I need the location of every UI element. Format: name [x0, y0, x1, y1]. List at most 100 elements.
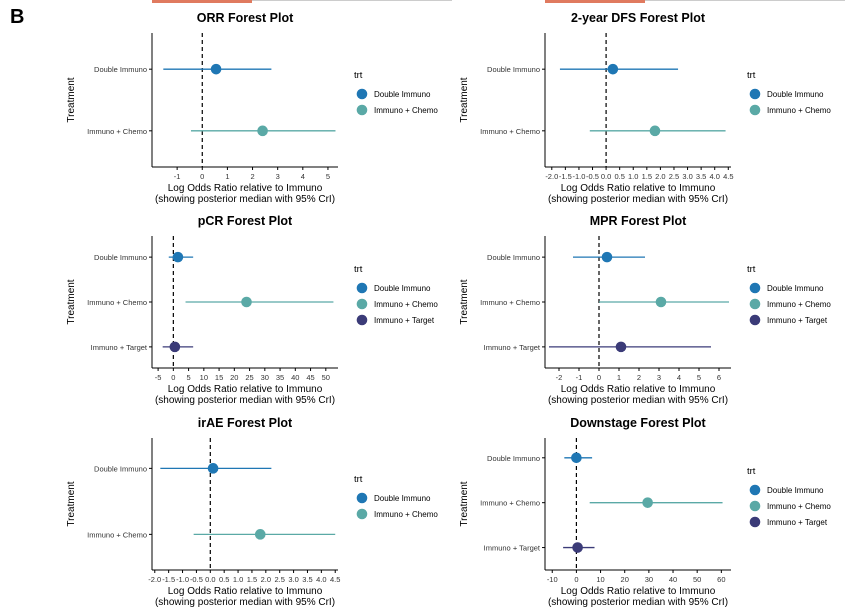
x-axis-title: Log Odds Ratio relative to Immuno: [168, 384, 323, 395]
x-tick-label: 20: [230, 373, 238, 382]
x-tick-label: 3: [657, 373, 661, 382]
x-tick-label: 35: [276, 373, 284, 382]
x-tick-label: 50: [693, 575, 701, 584]
legend-swatch: [749, 298, 761, 310]
x-tick-label: 1: [225, 172, 229, 181]
forest-plot-mpr: MPR Forest Plot -2 -1 0 1 2 3 4 5 6 Double Immuno I…: [459, 214, 831, 406]
legend-label: Double Immuno: [767, 284, 824, 293]
x-tick-label: 1: [617, 373, 621, 382]
x-tick-label: 3.0: [288, 575, 298, 584]
y-tick-label: Immuno + Target: [484, 544, 541, 553]
x-tick-label: 10: [596, 575, 604, 584]
x-tick-label: 3: [276, 172, 280, 181]
legend-swatch: [356, 104, 368, 116]
median-point: [572, 542, 583, 553]
legend-label: Immuno + Chemo: [374, 300, 438, 309]
x-tick-label: -1.0: [176, 575, 189, 584]
x-tick-label: -1.5: [162, 575, 175, 584]
x-tick-label: 30: [261, 373, 269, 382]
x-tick-label: 4.5: [723, 172, 733, 181]
x-tick-label: -2: [556, 373, 563, 382]
top-divider-left: [252, 0, 452, 1]
x-tick-label: 4.0: [709, 172, 719, 181]
x-tick-label: -1.5: [559, 172, 572, 181]
panel-label: B: [10, 6, 25, 28]
y-tick-label: Double Immuno: [487, 253, 540, 262]
y-axis-title: Treatment: [66, 279, 77, 324]
x-tick-label: 0.5: [219, 575, 229, 584]
forest-plot-irae: irAE Forest Plot -2.0 -1.5 -1.0 -0.5 0.0 0.5 1.…: [66, 416, 438, 608]
x-tick-label: -1: [576, 373, 583, 382]
y-axis-title: Treatment: [459, 279, 470, 324]
x-axis-title: Log Odds Ratio relative to Immuno: [561, 586, 716, 597]
median-point: [601, 251, 613, 263]
x-axis-title: Log Odds Ratio relative to Immuno: [168, 183, 323, 194]
median-point: [607, 63, 619, 75]
x-tick-label: 50: [322, 373, 330, 382]
legend-label: Double Immuno: [374, 90, 431, 99]
y-axis-title: Treatment: [459, 481, 470, 526]
x-tick-label: 5: [326, 172, 330, 181]
x-tick-label: 2.0: [261, 575, 271, 584]
x-tick-label: 4.0: [316, 575, 326, 584]
chart-title: 2-year DFS Forest Plot: [571, 11, 706, 25]
x-tick-label: 3.5: [696, 172, 706, 181]
x-tick-label: 0: [574, 575, 578, 584]
legend-label: Immuno + Chemo: [374, 510, 438, 519]
x-tick-label: 0.0: [205, 575, 215, 584]
y-tick-label: Immuno + Chemo: [480, 499, 540, 508]
x-axis-title: Log Odds Ratio relative to Immuno: [561, 384, 716, 395]
x-axis-subtitle: (showing posterior median with 95% CrI): [548, 395, 728, 406]
chart-title: pCR Forest Plot: [198, 214, 293, 228]
y-tick-label: Immuno + Chemo: [87, 127, 147, 136]
y-tick-label: Immuno + Chemo: [480, 127, 540, 136]
median-point: [649, 125, 661, 137]
x-tick-label: -10: [547, 575, 558, 584]
legend-swatch: [749, 282, 761, 294]
legend-swatch: [356, 314, 368, 326]
legend-swatch: [356, 492, 368, 504]
x-tick-label: 5: [697, 373, 701, 382]
legend-label: Immuno + Target: [767, 316, 828, 325]
x-tick-label: -0.5: [190, 575, 203, 584]
y-axis-title: Treatment: [66, 77, 77, 122]
legend-label: Double Immuno: [374, 494, 431, 503]
y-tick-label: Double Immuno: [94, 464, 147, 473]
x-tick-label: 10: [200, 373, 208, 382]
legend-title: trt: [747, 264, 756, 275]
x-tick-label: 5: [187, 373, 191, 382]
x-tick-label: 1.0: [628, 172, 638, 181]
top-accent-bar-right: [545, 0, 645, 3]
x-tick-label: 1.5: [247, 575, 257, 584]
median-point: [615, 341, 627, 353]
legend-label: Immuno + Chemo: [767, 106, 831, 115]
x-tick-label: -0.5: [586, 172, 599, 181]
x-tick-label: 20: [621, 575, 629, 584]
x-tick-label: -2.0: [545, 172, 558, 181]
legend-label: Immuno + Chemo: [767, 300, 831, 309]
legend-label: Immuno + Chemo: [374, 106, 438, 115]
x-axis-title: Log Odds Ratio relative to Immuno: [168, 586, 323, 597]
median-point: [172, 251, 184, 263]
legend-title: trt: [354, 70, 363, 81]
legend-swatch: [749, 484, 761, 496]
y-tick-label: Double Immuno: [487, 65, 540, 74]
x-tick-label: 3.5: [302, 575, 312, 584]
forest-plot-orr: ORR Forest Plot -1 0 1 2 3 4 5 Double Immuno Immu…: [66, 11, 438, 205]
x-tick-label: 2: [250, 172, 254, 181]
x-tick-label: 0.5: [614, 172, 624, 181]
x-tick-label: -2.0: [148, 575, 161, 584]
x-tick-label: 2.0: [655, 172, 665, 181]
x-tick-label: 60: [717, 575, 725, 584]
x-tick-label: 40: [291, 373, 299, 382]
x-tick-label: 4: [677, 373, 681, 382]
x-tick-label: 2.5: [669, 172, 679, 181]
legend-swatch: [356, 298, 368, 310]
legend-title: trt: [354, 264, 363, 275]
x-tick-label: 0: [171, 373, 175, 382]
y-axis-title: Treatment: [66, 481, 77, 526]
x-tick-label: 30: [645, 575, 653, 584]
median-point: [254, 529, 266, 540]
x-tick-label: 40: [669, 575, 677, 584]
